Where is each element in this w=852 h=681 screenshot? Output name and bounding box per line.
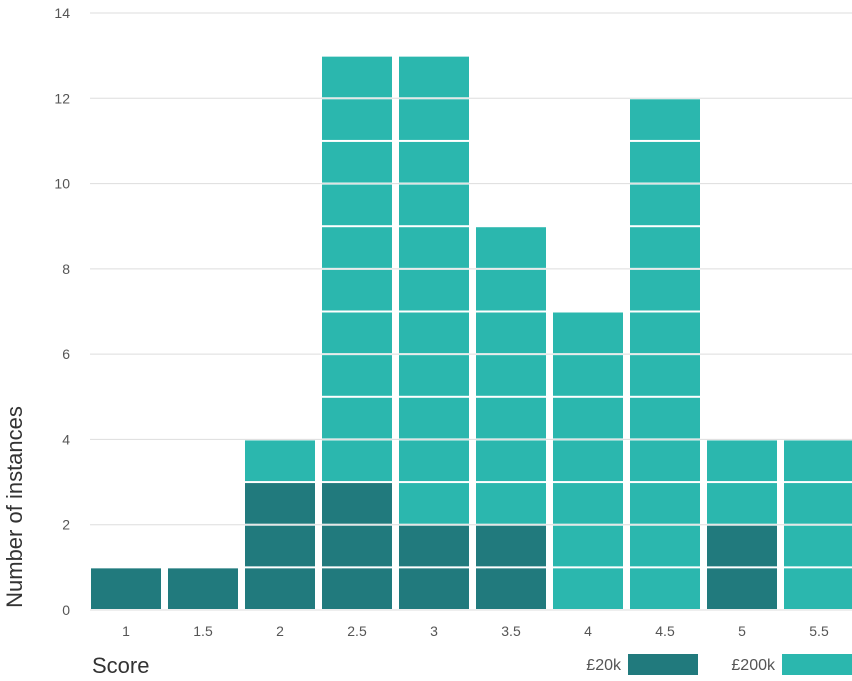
bar-block-2-20k <box>245 568 315 609</box>
y-axis-title: Number of instances <box>2 406 27 608</box>
bar-block-3-20k <box>399 525 469 567</box>
legend-swatch-200k <box>782 654 852 675</box>
bar-block-5.5-200k <box>784 483 852 524</box>
bar-block-3-200k <box>399 269 469 311</box>
bar-block-4.5-200k <box>630 99 700 140</box>
bar-block-3.5-200k <box>476 355 546 396</box>
bar-block-3-200k <box>399 440 469 482</box>
bar-block-5-20k <box>707 525 777 567</box>
bar-block-2.5-200k <box>322 141 392 183</box>
bar-block-4-200k <box>553 440 623 482</box>
y-tick-label: 10 <box>54 176 70 192</box>
x-axis-title: Score <box>92 653 149 678</box>
x-tick-label: 2 <box>276 623 284 639</box>
bar-block-4-200k <box>553 525 623 567</box>
bar-block-3-200k <box>399 355 469 396</box>
bar-block-2.5-200k <box>322 440 392 482</box>
bar-block-3-200k <box>399 227 469 268</box>
y-tick-label: 6 <box>62 346 70 362</box>
bar-block-1.5-20k <box>168 568 238 609</box>
x-tick-label: 4 <box>584 623 592 639</box>
bar-block-5-200k <box>707 440 777 482</box>
y-tick-label: 0 <box>62 602 70 618</box>
bar-block-2.5-200k <box>322 269 392 311</box>
bar-block-5.5-200k <box>784 568 852 609</box>
bar-block-2.5-200k <box>322 184 392 226</box>
bar-block-3-200k <box>399 312 469 354</box>
bar-block-2.5-20k <box>322 483 392 524</box>
gridlines <box>90 12 852 611</box>
x-tick-label: 4.5 <box>655 623 675 639</box>
x-tick-label: 1 <box>122 623 130 639</box>
bar-block-5-200k <box>707 483 777 524</box>
bar-block-2.5-200k <box>322 312 392 354</box>
legend-label-20k: £20k <box>586 657 622 674</box>
bar-block-3.5-200k <box>476 397 546 439</box>
bar-block-3-200k <box>399 483 469 524</box>
bar-block-3.5-200k <box>476 227 546 268</box>
bar-block-4.5-200k <box>630 269 700 311</box>
bar-block-2.5-20k <box>322 525 392 567</box>
x-tick-label: 5 <box>738 623 746 639</box>
y-tick-label: 2 <box>62 517 70 533</box>
y-tick-label: 12 <box>54 90 70 106</box>
bar-block-2.5-200k <box>322 56 392 98</box>
bar-block-4-200k <box>553 312 623 354</box>
bar-block-4-200k <box>553 483 623 524</box>
bar-block-5-20k <box>707 568 777 609</box>
x-tick-label: 1.5 <box>193 623 213 639</box>
bar-block-2.5-20k <box>322 568 392 609</box>
bar-block-2.5-200k <box>322 397 392 439</box>
bar-block-3-200k <box>399 184 469 226</box>
legend: £20k £200k <box>586 654 852 675</box>
bar-block-3.5-20k <box>476 568 546 609</box>
bar-block-3.5-200k <box>476 312 546 354</box>
bar-block-4.5-200k <box>630 397 700 439</box>
bar-block-2-20k <box>245 483 315 524</box>
legend-label-200k: £200k <box>731 657 776 674</box>
x-tick-label: 2.5 <box>347 623 367 639</box>
legend-swatch-20k <box>628 654 698 675</box>
bar-block-5.5-200k <box>784 525 852 567</box>
bar-block-4-200k <box>553 397 623 439</box>
x-tick-labels: 1 1.5 2 2.5 3 3.5 4 4.5 5 5.5 <box>122 623 829 639</box>
bar-block-3.5-200k <box>476 269 546 311</box>
bar-block-4-200k <box>553 355 623 396</box>
bar-block-4.5-200k <box>630 440 700 482</box>
bar-block-2-20k <box>245 525 315 567</box>
bar-block-3.5-20k <box>476 525 546 567</box>
y-tick-label: 14 <box>54 5 70 21</box>
bar-block-3-200k <box>399 56 469 98</box>
bar-block-4.5-200k <box>630 483 700 524</box>
bar-block-4.5-200k <box>630 312 700 354</box>
bars <box>91 56 852 609</box>
bar-block-4.5-200k <box>630 355 700 396</box>
x-tick-label: 3 <box>430 623 438 639</box>
x-tick-label: 3.5 <box>501 623 521 639</box>
bar-block-4.5-200k <box>630 525 700 567</box>
bar-block-3.5-200k <box>476 440 546 482</box>
bar-block-2-200k <box>245 440 315 482</box>
y-tick-labels: 0 2 4 6 8 10 12 14 <box>54 5 70 618</box>
bar-block-4.5-200k <box>630 184 700 226</box>
bar-block-3-200k <box>399 397 469 439</box>
bar-block-5.5-200k <box>784 440 852 482</box>
bar-block-3.5-200k <box>476 483 546 524</box>
bar-block-2.5-200k <box>322 355 392 396</box>
x-tick-label: 5.5 <box>809 623 829 639</box>
bar-block-3-200k <box>399 99 469 140</box>
y-tick-label: 8 <box>62 261 70 277</box>
bar-block-4.5-200k <box>630 568 700 609</box>
y-tick-label: 4 <box>62 431 70 447</box>
bar-block-3-200k <box>399 141 469 183</box>
bar-block-1-20k <box>91 568 161 609</box>
bar-block-4-200k <box>553 568 623 609</box>
bar-block-2.5-200k <box>322 227 392 268</box>
bar-block-2.5-200k <box>322 99 392 140</box>
bar-block-4.5-200k <box>630 227 700 268</box>
bar-block-4.5-200k <box>630 141 700 183</box>
bar-block-3-20k <box>399 568 469 609</box>
